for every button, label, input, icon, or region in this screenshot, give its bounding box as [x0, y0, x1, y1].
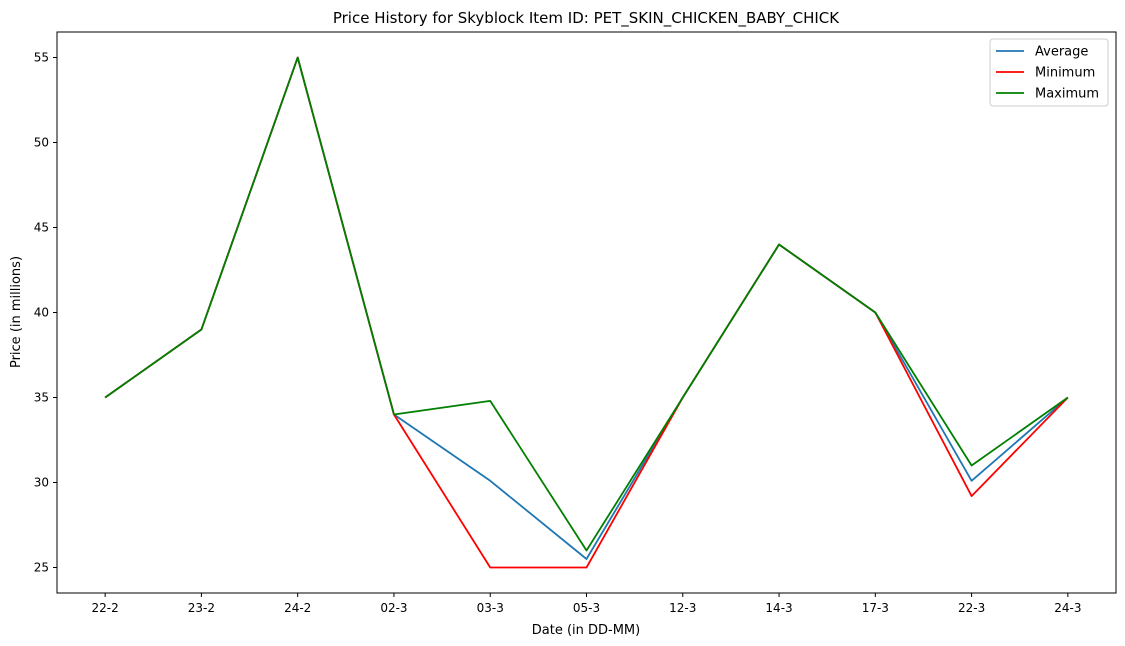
y-tick-label: 55 [34, 51, 49, 65]
series-line-average [104, 56, 1069, 560]
x-tick-label: 14-3 [765, 601, 792, 615]
y-tick-label: 35 [34, 391, 49, 405]
series-lines [104, 56, 1069, 569]
y-tick-label: 25 [34, 561, 49, 575]
y-tick-label: 45 [34, 221, 49, 235]
x-tick-label: 17-3 [862, 601, 889, 615]
x-tick-label: 24-3 [1054, 601, 1081, 615]
x-axis: 22-2 23-2 24-2 02-3 03-3 05-3 12-3 14-3 17-3 22-3… [92, 593, 1081, 615]
x-tick-label: 24-2 [284, 601, 311, 615]
x-tick-label: 02-3 [380, 601, 407, 615]
x-tick-label: 03-3 [477, 601, 504, 615]
x-tick-label: 22-2 [92, 601, 119, 615]
x-axis-label: Date (in DD-MM) [532, 623, 640, 638]
series-line-minimum [104, 56, 1069, 569]
chart-title: Price History for Skyblock Item ID: PET_… [333, 9, 840, 28]
y-tick-label: 40 [34, 306, 49, 320]
x-tick-label: 22-3 [958, 601, 985, 615]
plot-area [56, 31, 1117, 594]
legend-label: Average [1035, 45, 1088, 60]
x-tick-label: 12-3 [669, 601, 696, 615]
y-tick-label: 30 [34, 476, 49, 490]
legend: Average Minimum Maximum [989, 38, 1109, 107]
y-axis-label: Price (in millions) [9, 256, 24, 368]
x-tick-label: 05-3 [573, 601, 600, 615]
plot-frame [56, 31, 1117, 594]
legend-label: Minimum [1035, 66, 1095, 81]
series-line-maximum [104, 56, 1069, 552]
y-axis: 25 30 35 40 45 50 55 [34, 51, 57, 575]
legend-label: Maximum [1035, 87, 1099, 102]
legend-frame [989, 38, 1109, 107]
y-tick-label: 50 [34, 136, 49, 150]
x-tick-label: 23-2 [188, 601, 215, 615]
